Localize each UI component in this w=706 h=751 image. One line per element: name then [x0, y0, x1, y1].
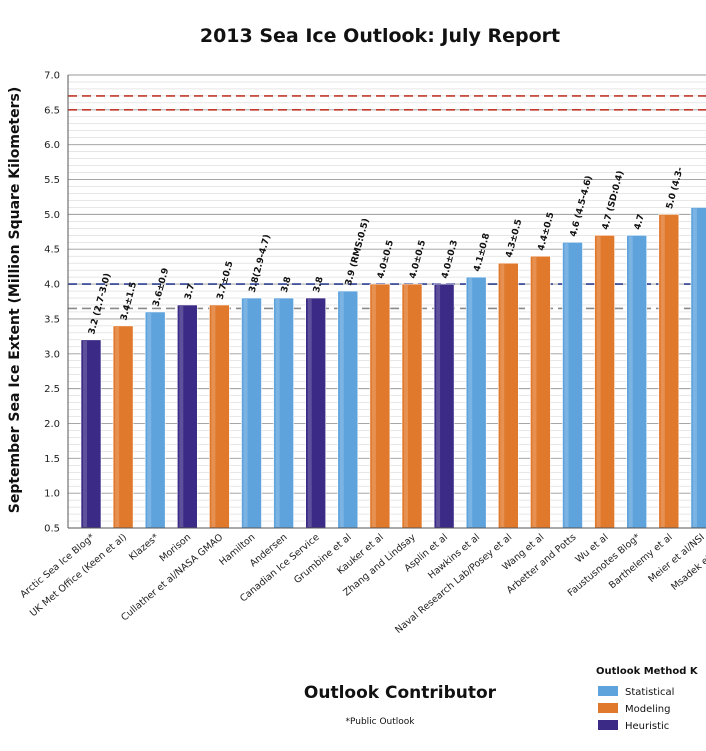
y-tick-label: 7.0 [44, 71, 60, 82]
data-label: 4.0±0.3 [440, 239, 460, 280]
y-tick-label: 3.5 [44, 314, 60, 325]
bar-highlight [339, 292, 344, 527]
category-label: Naval Research Lab/Posey et al [393, 532, 514, 636]
x-axis-title: Outlook Contributor [304, 683, 497, 703]
bar-highlight [404, 285, 408, 527]
bar-highlight [307, 299, 312, 527]
y-tick-label: 2.5 [44, 384, 60, 395]
legend-label-statistical: Statistical [625, 687, 674, 698]
data-label: 3.6±0.9 [151, 267, 171, 308]
y-tick-label: 4.0 [44, 280, 60, 291]
legend: Outlook Method K Statistical Modeling Heur… [596, 666, 699, 732]
legend-label-modeling: Modeling [625, 704, 671, 715]
y-tick-label: 6.0 [44, 140, 60, 151]
bar-highlight [115, 326, 120, 527]
bar-highlight [211, 305, 216, 527]
footnote: *Public Outlook [345, 717, 415, 727]
legend-label-heuristic: Heuristic [625, 721, 669, 732]
y-axis-title: September Sea Ice Extent (Million Square… [7, 87, 23, 514]
bar-highlight [596, 236, 601, 528]
bar-highlight [468, 278, 473, 527]
data-label: 3.7±0.5 [216, 260, 236, 301]
bar-highlight [371, 285, 376, 527]
category-label: Meier et al/NSI [646, 532, 706, 585]
y-tick-label: 1.0 [44, 489, 60, 500]
bar-highlight [83, 340, 87, 527]
category-label: Klazes* [127, 532, 161, 563]
chart-title: 2013 Sea Ice Outlook: July Report [200, 25, 560, 47]
bar-highlight [628, 236, 633, 528]
y-tick-labels: 0.5 1.0 1.5 2.0 2.5 3.0 3.5 4.0 4.5 5.0 5.5 6.0 6.5 7… [44, 71, 60, 535]
data-label: 4.0±0.5 [376, 239, 396, 280]
legend-title: Outlook Method K [596, 666, 699, 677]
data-label: 3.9 (RMS:0.5) [344, 217, 372, 286]
data-label: 4.7 [633, 213, 647, 231]
bar-highlight [564, 243, 569, 527]
y-tick-label: 6.5 [44, 105, 60, 116]
legend-swatch-statistical [598, 686, 618, 696]
y-tick-label: 4.5 [44, 245, 60, 256]
data-label: 3.7 [184, 283, 198, 301]
category-label: Grumbine et al [292, 532, 354, 586]
y-tick-label: 5.0 [44, 210, 60, 221]
bars [80, 207, 706, 529]
y-tick-label: 1.5 [44, 454, 60, 465]
reference-lines [68, 95, 706, 310]
legend-swatch-heuristic [598, 720, 618, 730]
data-label: 3.8 [280, 276, 294, 294]
data-label: 4.1±0.8 [472, 232, 492, 273]
data-label: 4.3±0.5 [505, 218, 525, 259]
bar-highlight [436, 285, 441, 527]
legend-swatch-modeling [598, 703, 618, 713]
bar-highlight [660, 215, 665, 527]
bar-highlight [243, 299, 248, 527]
bar-highlight [147, 312, 152, 527]
data-label: 3.4±1.5 [119, 281, 139, 322]
y-tick-label: 0.5 [44, 524, 60, 535]
data-label: 4.0±0.5 [408, 239, 428, 280]
bar-highlight [275, 299, 280, 527]
data-label: 3.8 [312, 276, 326, 294]
bar-highlight [692, 208, 697, 527]
bar-highlight [532, 257, 537, 527]
data-label: 4.4±0.5 [537, 211, 557, 252]
y-tick-label: 3.0 [44, 349, 60, 360]
y-tick-label: 2.0 [44, 419, 60, 430]
x-category-labels: Arctic Sea Ice Blog*UK Met Office (Keen … [18, 532, 706, 636]
bar-highlight [179, 305, 184, 527]
y-tick-label: 5.5 [44, 175, 60, 186]
bar-highlight [500, 264, 505, 527]
